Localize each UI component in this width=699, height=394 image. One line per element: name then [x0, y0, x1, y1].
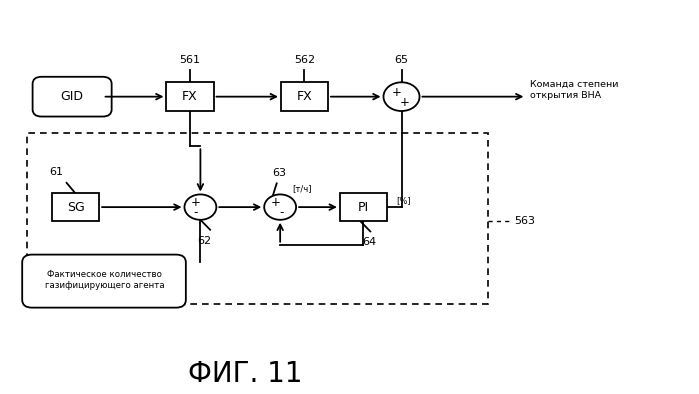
- Text: 562: 562: [294, 55, 315, 65]
- Text: -: -: [194, 206, 198, 219]
- Text: +: +: [271, 196, 280, 209]
- Text: PI: PI: [358, 201, 369, 214]
- Text: FX: FX: [182, 90, 198, 103]
- Circle shape: [384, 82, 419, 111]
- Text: 561: 561: [180, 55, 201, 65]
- FancyBboxPatch shape: [340, 193, 387, 221]
- Text: +: +: [191, 196, 201, 209]
- FancyBboxPatch shape: [281, 82, 328, 111]
- Text: 62: 62: [197, 236, 211, 246]
- Text: FX: FX: [296, 90, 312, 103]
- Text: +: +: [391, 86, 402, 99]
- Text: SG: SG: [66, 201, 85, 214]
- Text: 563: 563: [514, 216, 535, 226]
- Circle shape: [264, 194, 296, 220]
- FancyBboxPatch shape: [33, 77, 112, 117]
- Text: ФИГ. 11: ФИГ. 11: [188, 360, 303, 388]
- Text: +: +: [400, 96, 410, 109]
- FancyBboxPatch shape: [22, 255, 186, 308]
- FancyBboxPatch shape: [52, 193, 99, 221]
- FancyBboxPatch shape: [166, 82, 214, 111]
- Text: [%]: [%]: [396, 196, 411, 205]
- Text: 65: 65: [394, 55, 408, 65]
- Text: Фактическое количество
газифицирующего агента: Фактическое количество газифицирующего а…: [45, 270, 164, 290]
- Text: 61: 61: [49, 167, 63, 177]
- Text: 64: 64: [362, 237, 376, 247]
- Text: 63: 63: [272, 168, 286, 178]
- Text: [т/ч]: [т/ч]: [293, 184, 312, 193]
- Text: Команда степени
открытия ВНА: Команда степени открытия ВНА: [530, 80, 619, 100]
- Text: GID: GID: [61, 90, 84, 103]
- Circle shape: [185, 194, 217, 220]
- Text: -: -: [280, 206, 284, 219]
